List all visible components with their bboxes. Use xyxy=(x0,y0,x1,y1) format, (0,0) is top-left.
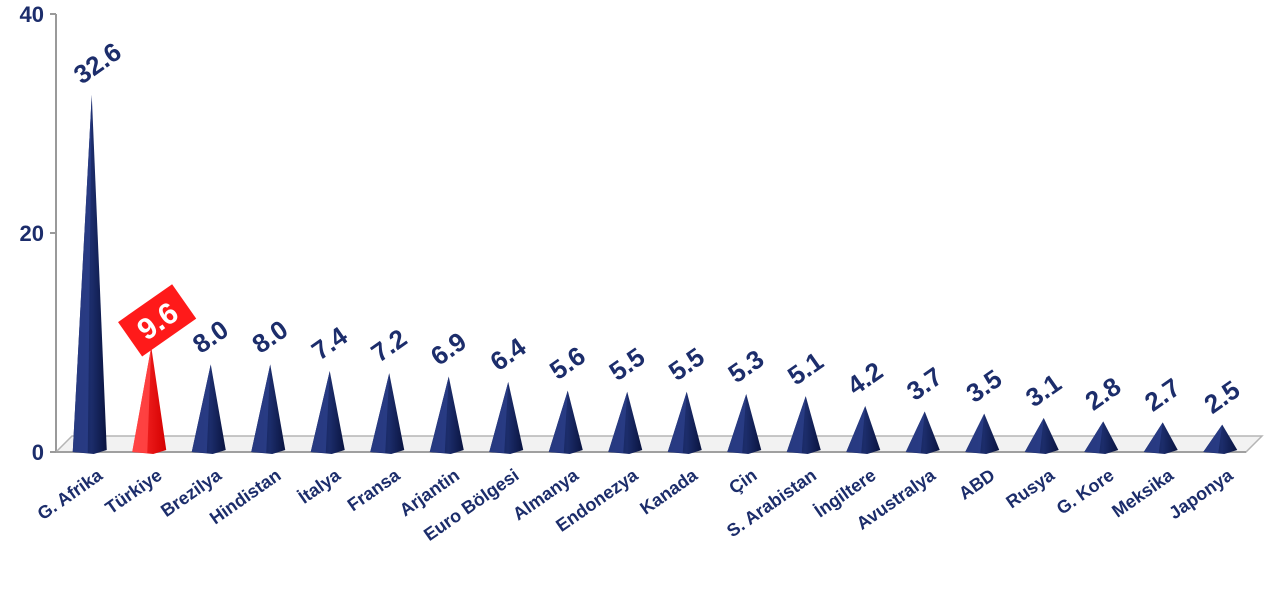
value-label-14: 3.7 xyxy=(901,361,948,406)
bar-facet-8 xyxy=(548,390,568,453)
value-label-11: 5.3 xyxy=(722,344,769,389)
value-label-0: 32.6 xyxy=(68,36,127,90)
value-label-bg-1 xyxy=(118,284,197,357)
value-label-3: 8.0 xyxy=(246,314,293,359)
category-label-1: Türkiye xyxy=(102,465,166,518)
value-label-17: 2.8 xyxy=(1079,371,1126,416)
value-label-9: 5.5 xyxy=(603,341,650,386)
bar-facet-13 xyxy=(846,406,866,453)
bar-facet-12 xyxy=(786,396,806,453)
bar-facet-5 xyxy=(370,373,390,453)
y-tick-label: 20 xyxy=(20,221,44,246)
labels: 32.6G. Afrika9.6Türkiye8.0Brezilya8.0Hin… xyxy=(34,36,1246,545)
value-label-2: 8.0 xyxy=(187,314,234,359)
bar-facet-3 xyxy=(251,364,271,453)
bar-facet-7 xyxy=(489,381,509,453)
value-label-13: 4.2 xyxy=(841,356,888,401)
bar-facet-14 xyxy=(905,411,925,453)
bar-facet-2 xyxy=(191,364,211,453)
bar-facet-1 xyxy=(132,346,152,453)
category-label-15: ABD xyxy=(955,465,998,504)
category-label-11: Çin xyxy=(725,465,760,498)
value-label-4: 7.4 xyxy=(306,320,353,366)
value-label-18: 2.7 xyxy=(1139,372,1186,417)
value-label-15: 3.5 xyxy=(960,363,1007,408)
category-label-4: İtalya xyxy=(295,464,345,507)
chart-floor xyxy=(54,435,1264,453)
category-label-19: Japonya xyxy=(1165,464,1237,523)
value-label-19: 2.5 xyxy=(1198,374,1245,419)
value-label-16: 3.1 xyxy=(1020,368,1067,413)
category-label-0: G. Afrika xyxy=(34,464,107,524)
category-label-18: Meksika xyxy=(1108,464,1178,521)
category-label-16: Rusya xyxy=(1002,464,1059,512)
value-label-box-1: 9.6 xyxy=(118,284,197,357)
y-tick-label: 40 xyxy=(20,2,44,27)
value-label-12: 5.1 xyxy=(782,346,829,391)
value-label-6: 6.9 xyxy=(425,326,472,371)
category-label-5: Fransa xyxy=(344,464,405,515)
bar-facet-4 xyxy=(310,370,330,453)
category-label-10: Kanada xyxy=(636,464,702,518)
value-label-8: 5.6 xyxy=(544,340,591,385)
value-label-10: 5.5 xyxy=(663,341,710,386)
bar-facet-9 xyxy=(608,391,628,453)
bar-facet-16 xyxy=(1024,418,1044,453)
bar-facet-10 xyxy=(667,391,687,453)
bar-facet-18 xyxy=(1143,422,1163,453)
value-label-7: 6.4 xyxy=(484,331,531,377)
bar-facet-17 xyxy=(1084,421,1104,453)
bar-facet-6 xyxy=(429,376,449,453)
category-label-17: G. Kore xyxy=(1053,465,1118,519)
bars xyxy=(72,95,1238,454)
bar-facet-0 xyxy=(72,95,92,453)
bar-facet-15 xyxy=(965,413,985,453)
bar-facet-19 xyxy=(1203,424,1223,453)
y-tick-label: 0 xyxy=(32,440,44,465)
bar-facet-11 xyxy=(727,393,747,453)
value-label-5: 7.2 xyxy=(365,323,412,368)
